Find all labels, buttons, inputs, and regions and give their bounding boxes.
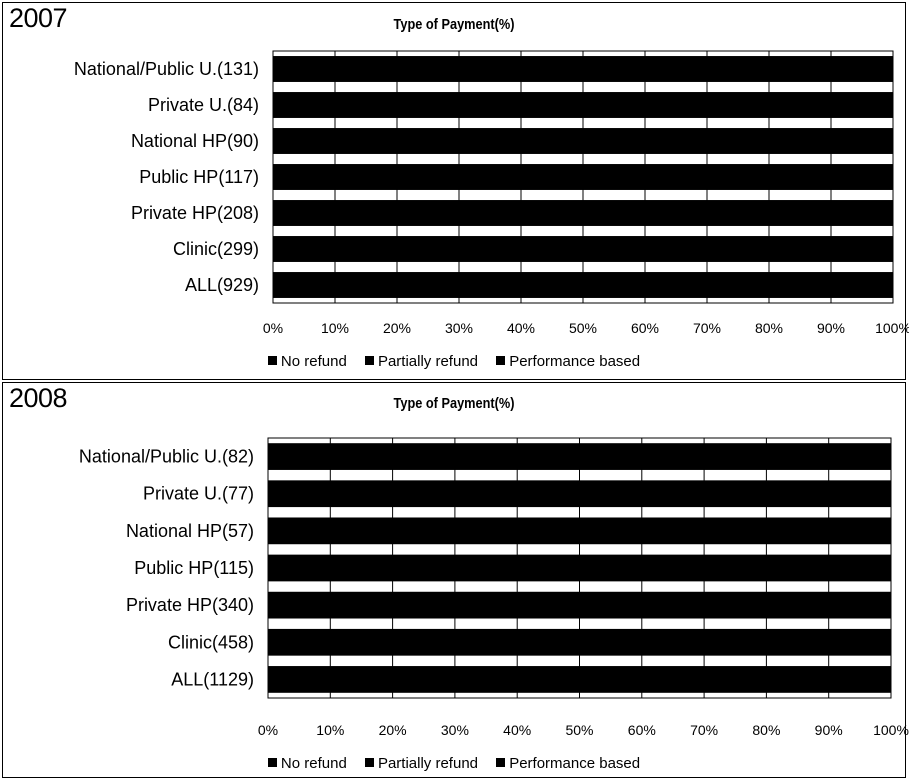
category-label: National HP(90) (131, 131, 259, 151)
legend-label: Partially refund (377, 353, 479, 370)
year-label: 2008 (9, 383, 68, 413)
legend-label: No refund (280, 755, 347, 772)
x-tick-label: 90% (815, 722, 843, 738)
bar-chart-2007: 0% 10% 20% 30% 40% 50% 60% 70% 80% 90% 100% Nationa… (74, 50, 909, 336)
category-label: National/Public U.(131) (74, 59, 259, 79)
legend-label: No refund (280, 353, 347, 370)
bar-no-refund (268, 591, 891, 619)
chart-title: Type of Payment(%) (393, 16, 515, 33)
legend-label: Partially refund (377, 755, 479, 772)
legend-swatch (496, 356, 506, 365)
category-label: Clinic(458) (168, 632, 254, 652)
bar-no-refund (268, 666, 891, 693)
bar-no-refund (273, 164, 893, 190)
legend-swatch (267, 758, 277, 767)
legend-item-no-refund: No refund (267, 353, 347, 370)
legend-swatch (364, 758, 374, 767)
x-tick-label: 0% (258, 722, 278, 738)
legend-swatch (267, 356, 277, 365)
x-tick-label: 30% (441, 722, 469, 738)
bar-no-refund (268, 517, 891, 545)
x-tick-label: 70% (693, 320, 721, 336)
category-label: Public HP(115) (134, 558, 254, 578)
bar-no-refund (268, 628, 891, 656)
bar-no-refund (273, 92, 893, 118)
legend-label: Performance based (509, 755, 641, 772)
x-tick-label: 20% (379, 722, 407, 738)
chart-panel-2008: 2008 Type of Payment(%) 0% 10% 20% 30% 40% 50… (2, 382, 909, 778)
category-label: Private HP(340) (126, 595, 254, 615)
bar-no-refund (268, 443, 891, 470)
x-tick-label: 50% (569, 320, 597, 336)
category-label: National/Public U.(82) (79, 447, 254, 467)
x-tick-label: 10% (321, 320, 349, 336)
x-tick-label: 80% (752, 722, 780, 738)
x-tick-label: 40% (503, 722, 531, 738)
x-tick-label: 20% (383, 320, 411, 336)
legend-swatch (496, 758, 506, 767)
year-label: 2007 (9, 3, 68, 33)
legend-item-partially-refund: Partially refund (364, 353, 479, 370)
bar-chart-2008: 0% 10% 20% 30% 40% 50% 60% 70% 80% 90% 100% Nationa… (79, 437, 909, 738)
x-tick-label: 50% (565, 722, 593, 738)
bar-no-refund (273, 236, 893, 262)
x-tick-label: 60% (628, 722, 656, 738)
chart-title: Type of Payment(%) (393, 395, 515, 412)
x-tick-label: 0% (263, 320, 283, 336)
x-tick-label: 60% (631, 320, 659, 336)
category-label: ALL(929) (185, 275, 259, 295)
category-label: Private U.(84) (148, 95, 259, 115)
legend-item-partially-refund: Partially refund (364, 755, 479, 772)
bar-no-refund (273, 272, 893, 298)
x-tick-label: 30% (445, 320, 473, 336)
legend: No refund Partially refund Performance b… (3, 353, 905, 370)
x-tick-label: 90% (817, 320, 845, 336)
bar-no-refund (273, 128, 893, 154)
category-label: Private U.(77) (143, 484, 254, 504)
legend: No refund Partially refund Performance b… (3, 755, 905, 772)
bar-no-refund (273, 56, 893, 82)
x-tick-label: 70% (690, 722, 718, 738)
category-label: Clinic(299) (173, 239, 259, 259)
x-tick-label: 100% (875, 320, 909, 336)
chart-panel-2007: 2007 Type of Payment(%) 0% 10% 20% 30% 40% 50… (2, 2, 909, 380)
legend-swatch (364, 356, 374, 365)
x-tick-label: 100% (873, 722, 909, 738)
bar-no-refund (268, 554, 891, 582)
legend-item-no-refund: No refund (267, 755, 347, 772)
x-tick-label: 40% (507, 320, 535, 336)
x-tick-label: 10% (316, 722, 344, 738)
legend-label: Performance based (509, 353, 641, 370)
category-label: National HP(57) (126, 521, 254, 541)
x-tick-label: 80% (755, 320, 783, 336)
legend-item-performance-based: Performance based (496, 755, 640, 772)
bar-no-refund (273, 200, 893, 226)
bar-no-refund (268, 480, 891, 508)
category-label: Private HP(208) (131, 203, 259, 223)
legend-item-performance-based: Performance based (496, 353, 640, 370)
category-label: ALL(1129) (171, 669, 254, 689)
category-label: Public HP(117) (139, 167, 259, 187)
